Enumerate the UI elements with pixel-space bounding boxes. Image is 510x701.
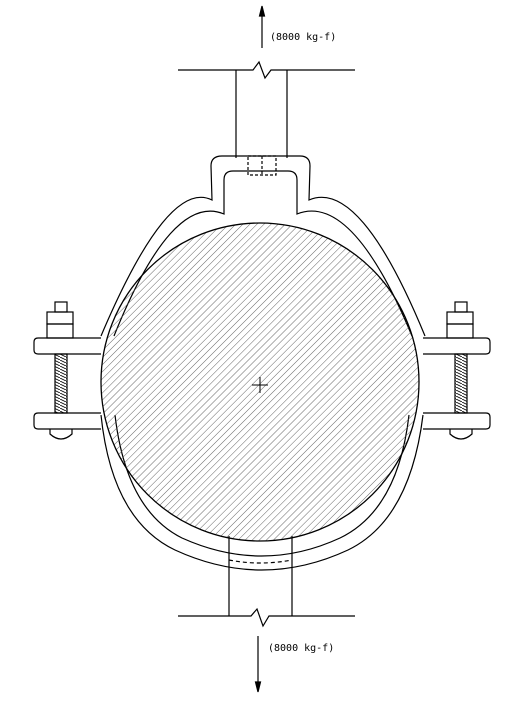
left-bolt-assembly	[33, 301, 101, 440]
bottom-rod	[228, 536, 293, 616]
top-load-arrow	[258, 5, 266, 48]
bottom-load-label: (8000 kg-f)	[268, 643, 334, 654]
bottom-load-arrow	[254, 636, 262, 693]
top-load-label: (8000 kg-f)	[270, 32, 336, 43]
right-bolt-assembly	[423, 301, 491, 440]
top-rod	[235, 70, 288, 176]
top-break-line	[178, 60, 355, 80]
pipe-section	[100, 222, 420, 542]
clamp-strap	[100, 155, 426, 571]
bottom-break-line	[178, 607, 355, 628]
